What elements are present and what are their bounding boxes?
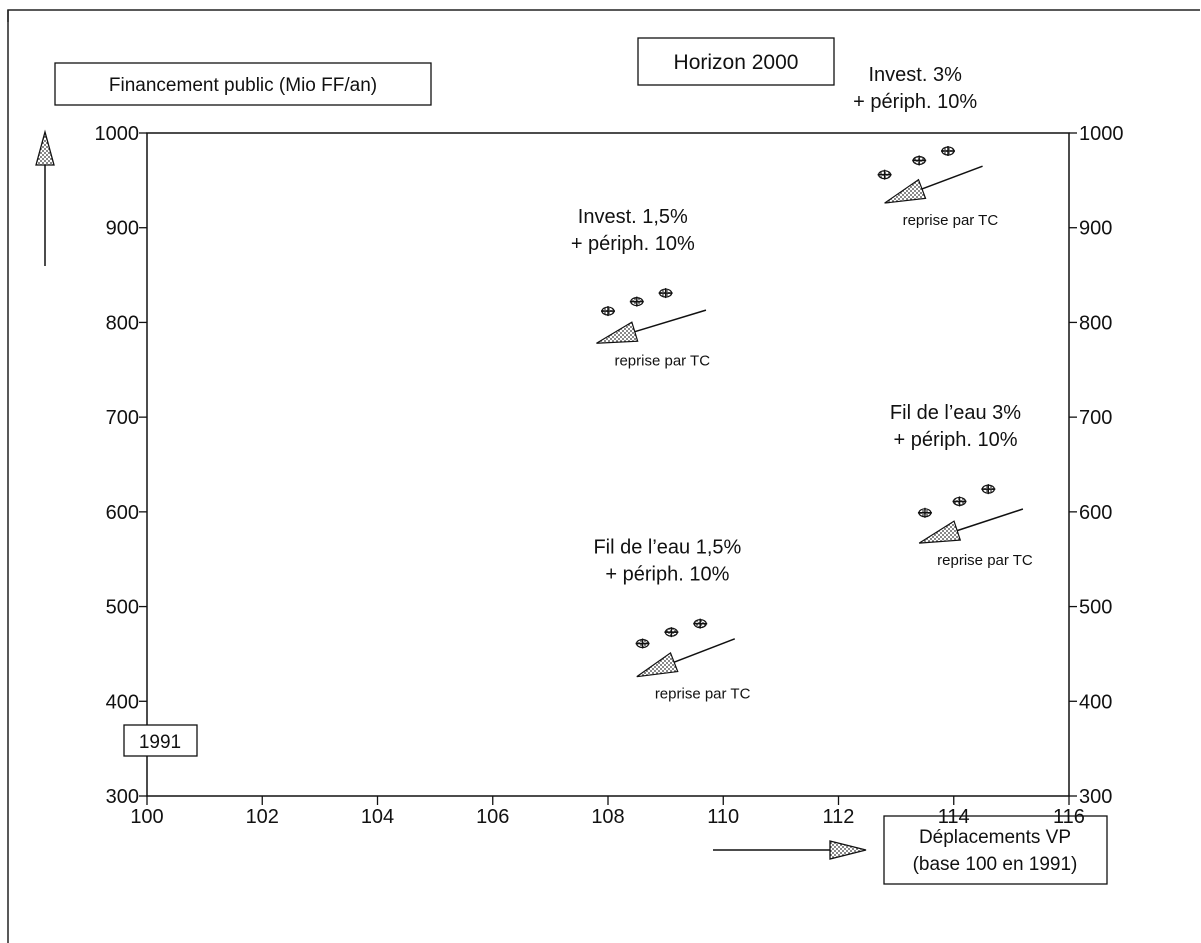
data-point [664, 627, 679, 638]
tc-arrow-label: reprise par TC [937, 552, 1033, 569]
data-point [877, 169, 892, 180]
x-tick-label: 110 [707, 806, 739, 828]
series-group: reprise par TC Fil de l’eau 3% + périph. 1… [890, 402, 1033, 569]
y-direction-arrow [35, 129, 55, 266]
y-tick-label-left: 800 [106, 312, 139, 334]
start-year-box: 1991 [123, 724, 198, 757]
tc-arrow-shaft [634, 309, 707, 333]
data-point [635, 638, 650, 649]
x-axis-label-line2: (base 100 en 1991) [913, 854, 1078, 875]
y-tick-label-right: 1000 [1079, 123, 1124, 145]
tc-arrow-shaft [673, 638, 736, 663]
tc-arrow-label: reprise par TC [614, 352, 710, 369]
y-tick-label-left: 500 [106, 597, 139, 619]
tc-arrow-head [918, 520, 962, 544]
series-label-line2: + périph. 10% [853, 91, 977, 113]
data-point [601, 306, 615, 317]
data-point [917, 507, 932, 518]
x-tick-label: 116 [1053, 806, 1085, 828]
start-year-label: 1991 [139, 732, 181, 753]
y-tick-label-right: 400 [1079, 691, 1112, 713]
x-tick-label: 112 [823, 806, 855, 828]
series-label-line2: + périph. 10% [605, 564, 729, 586]
outer-frame [7, 9, 1200, 22]
x-tick-label: 102 [246, 806, 279, 828]
x-tick-label: 106 [476, 806, 509, 828]
series-label-line2: + périph. 10% [894, 429, 1018, 451]
y-axis-label-box: Financement public (Mio FF/an) [54, 62, 432, 106]
data-point [981, 484, 996, 495]
tc-arrow-label: reprise par TC [655, 686, 751, 703]
tc-arrow-head [596, 321, 639, 344]
series-group: reprise par TC Invest. 1,5% + périph. 10% [571, 206, 710, 369]
tc-arrow-shaft [956, 508, 1024, 532]
y-tick-label-right: 300 [1079, 786, 1112, 808]
data-point [629, 296, 644, 307]
y-tick-label-left: 300 [106, 786, 139, 808]
x-axis-label-box: Déplacements VP (base 100 en 1991) [883, 815, 1108, 885]
y-tick-label-left: 900 [106, 218, 139, 240]
data-point [940, 145, 955, 156]
y-tick-label-left: 1000 [95, 123, 140, 145]
series-label-line1: Invest. 3% [868, 64, 962, 86]
data-point [912, 155, 927, 166]
tc-arrow-label: reprise par TC [903, 212, 999, 229]
y-tick-label-right: 800 [1079, 312, 1112, 334]
tc-arrow-shaft [921, 165, 983, 190]
x-axis-label-line1: Déplacements VP [919, 827, 1071, 848]
y-axis-label: Financement public (Mio FF/an) [109, 75, 377, 96]
x-tick-label: 114 [938, 806, 970, 828]
chart-title: Horizon 2000 [674, 51, 799, 74]
x-tick-label: 100 [130, 806, 163, 828]
y-tick-label-left: 400 [106, 691, 139, 713]
series-label-line2: + périph. 10% [571, 233, 695, 255]
y-tick-label-left: 700 [106, 407, 139, 429]
tc-arrow-head [636, 651, 679, 678]
y-tick-label-right: 900 [1079, 218, 1112, 240]
series-label-line1: Fil de l’eau 3% [890, 402, 1021, 424]
x-direction-arrow [713, 840, 867, 860]
data-point [658, 288, 673, 299]
x-tick-label: 104 [361, 806, 394, 828]
series-label-line1: Invest. 1,5% [578, 206, 688, 228]
y-tick-label-right: 700 [1079, 407, 1112, 429]
data-point [693, 618, 708, 629]
y-tick-label-left: 600 [106, 502, 139, 524]
x-tick-label: 108 [591, 806, 624, 828]
chart-title-box: Horizon 2000 [637, 37, 835, 86]
series-label-line1: Fil de l’eau 1,5% [593, 537, 741, 559]
y-tick-label-right: 500 [1079, 597, 1112, 619]
series-group: reprise par TC Invest. 3% + périph. 10% [853, 64, 998, 229]
series-group: reprise par TC Fil de l’eau 1,5% + périph.… [593, 537, 750, 703]
tc-arrow-head [884, 178, 927, 204]
data-point [952, 496, 967, 507]
y-tick-label-right: 600 [1079, 502, 1112, 524]
